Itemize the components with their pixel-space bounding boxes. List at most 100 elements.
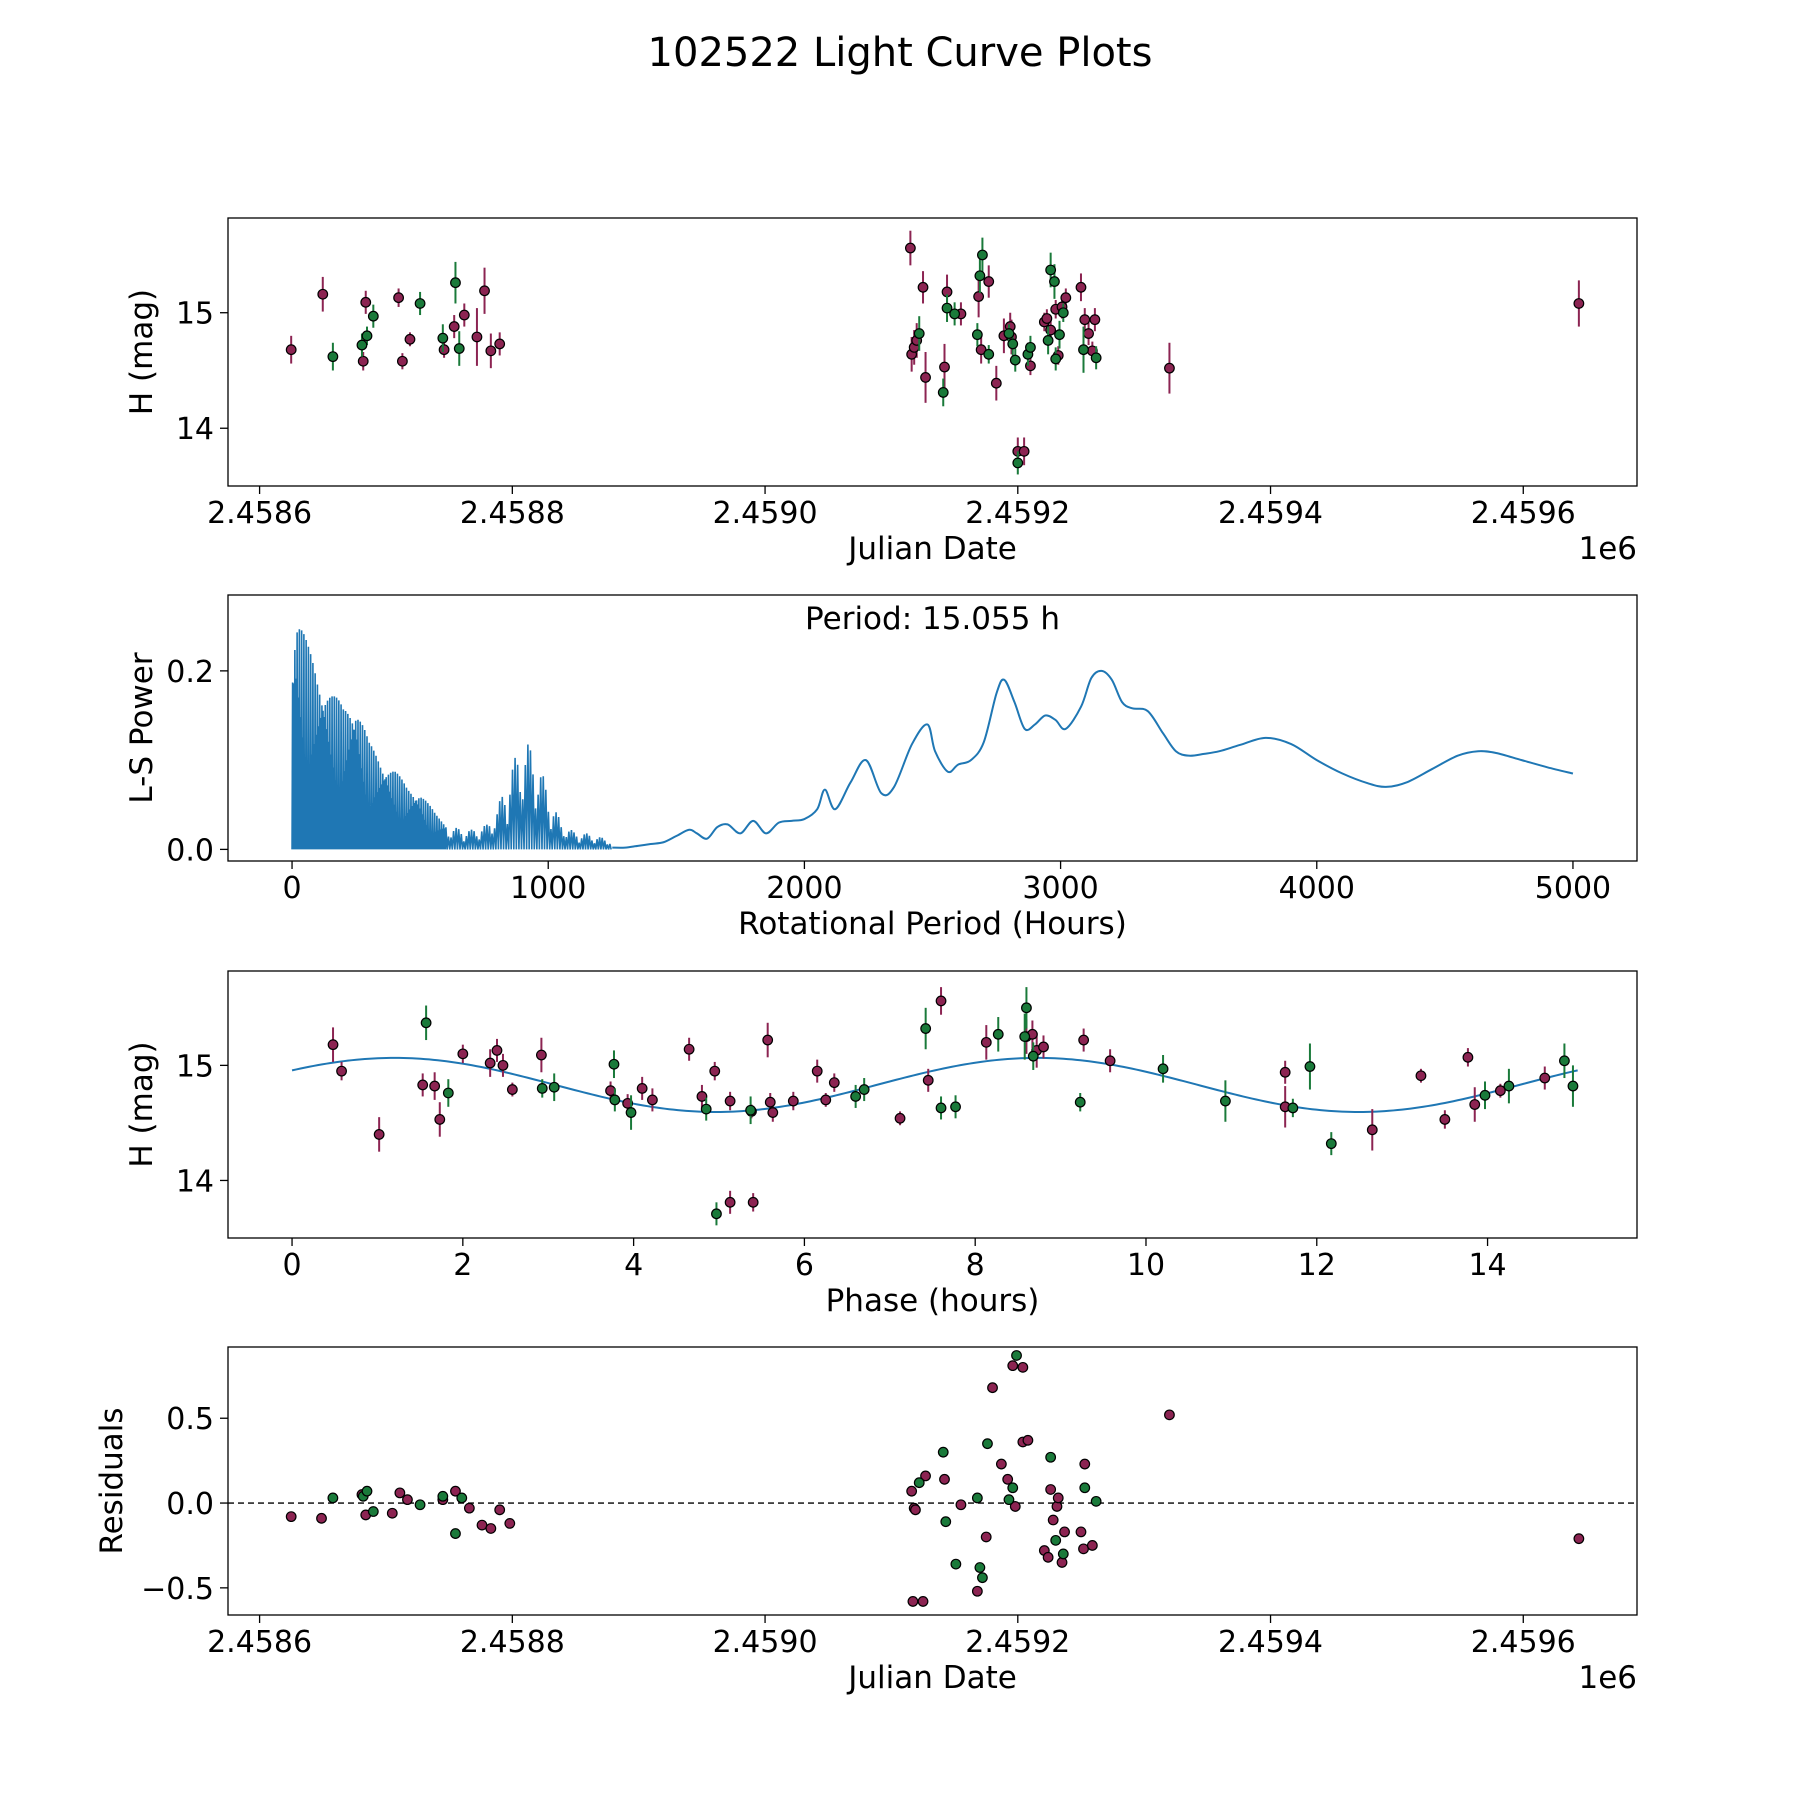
- data-point: [1049, 276, 1060, 287]
- x-tick-label: 2.4590: [713, 1625, 818, 1660]
- x-tick-label: 8: [966, 1248, 985, 1283]
- y-axis-label: H (mag): [124, 289, 160, 415]
- data-point: [404, 333, 416, 345]
- data-point: [1164, 362, 1175, 374]
- data-point: [1078, 1543, 1089, 1555]
- data-point: [504, 1518, 516, 1529]
- data-point: [506, 1084, 518, 1095]
- data-point: [935, 1102, 947, 1114]
- data-point: [1539, 1072, 1551, 1084]
- series-magenta: [285, 230, 1585, 466]
- y-axis-label: Residuals: [94, 1407, 130, 1554]
- data-point: [463, 1502, 475, 1514]
- y-tick-label: 0.0: [166, 1487, 214, 1522]
- x-tick-label: 2.4588: [460, 496, 565, 531]
- data-point: [977, 249, 988, 261]
- data-point: [485, 1523, 497, 1534]
- y-tick-label: 14: [176, 1164, 214, 1199]
- x-tick-label: 2.4590: [713, 496, 818, 531]
- data-point: [1164, 1409, 1175, 1421]
- data-point: [910, 1504, 921, 1516]
- data-point: [1479, 1089, 1491, 1101]
- data-point: [450, 277, 461, 289]
- data-point: [904, 242, 916, 254]
- data-point: [1469, 1099, 1481, 1110]
- data-point: [982, 1438, 993, 1450]
- data-point: [476, 1519, 488, 1531]
- data-point: [1011, 1350, 1022, 1361]
- data-point: [920, 372, 931, 383]
- data-point: [711, 1208, 722, 1220]
- data-point: [913, 328, 925, 339]
- data-point: [764, 1096, 776, 1108]
- data-point: [980, 1036, 992, 1048]
- data-point: [317, 288, 329, 300]
- data-point: [357, 355, 369, 367]
- data-point: [745, 1104, 757, 1116]
- figure-title: 102522 Light Curve Plots: [648, 30, 1153, 76]
- data-point: [1057, 1548, 1069, 1560]
- x-tick-label: 2.4594: [1218, 496, 1323, 531]
- data-point: [442, 1087, 454, 1099]
- data-point: [937, 387, 949, 398]
- data-point: [1078, 1034, 1090, 1046]
- plot-frame: [227, 594, 1638, 862]
- data-point: [700, 1103, 712, 1115]
- periodogram-smooth-line: [612, 669, 1574, 849]
- y-tick-label: 0.2: [166, 655, 214, 690]
- data-point: [917, 281, 929, 293]
- periodogram-panel: 0 1000 2000 3000 4000 5000 0.0 0.2 Rotational Pe…: [124, 594, 1638, 942]
- data-point: [1038, 1041, 1049, 1053]
- data-point: [450, 1485, 461, 1497]
- data-point: [709, 1065, 721, 1077]
- data-point: [609, 1094, 621, 1106]
- data-point: [1415, 1070, 1427, 1082]
- data-point: [940, 1516, 952, 1528]
- x-tick-label: 2.4592: [965, 1625, 1070, 1660]
- data-point: [1019, 1031, 1031, 1042]
- data-point: [811, 1065, 823, 1077]
- data-point: [1086, 1540, 1098, 1551]
- data-point: [437, 1490, 449, 1502]
- data-point: [939, 1473, 950, 1485]
- data-point: [1045, 1451, 1057, 1463]
- x-tick-label: 0: [282, 871, 301, 906]
- data-point: [1462, 1051, 1474, 1063]
- x-tick-label: 2.4588: [460, 1625, 565, 1660]
- data-point: [820, 1094, 832, 1106]
- data-point: [828, 1077, 840, 1089]
- data-point: [922, 1074, 934, 1086]
- data-point: [917, 1596, 929, 1607]
- data-point: [1287, 1102, 1299, 1114]
- data-point: [1042, 1551, 1054, 1563]
- y-tick-label: 15: [176, 297, 214, 332]
- data-point: [393, 292, 404, 304]
- data-point: [636, 1082, 648, 1094]
- data-point: [906, 1485, 918, 1497]
- data-point: [622, 1097, 634, 1109]
- data-point: [458, 309, 470, 321]
- data-point: [327, 1039, 339, 1051]
- data-point: [548, 1081, 560, 1093]
- residuals-panel: 2.4586 2.4588 2.4590 2.4592 2.4594 2.4596 −0.5…: [94, 1346, 1638, 1696]
- data-point: [479, 285, 490, 297]
- data-point: [1366, 1124, 1378, 1136]
- data-point: [386, 1507, 398, 1519]
- x-axis-label: Julian Date: [846, 531, 1017, 567]
- data-point: [417, 1079, 429, 1091]
- x-tick-label: 0: [282, 1248, 301, 1283]
- data-point: [1573, 1533, 1585, 1545]
- data-point: [494, 338, 506, 350]
- data-point: [1079, 314, 1091, 326]
- data-point: [1018, 445, 1030, 457]
- series-green: [327, 1350, 1102, 1584]
- data-point: [402, 1494, 413, 1506]
- x-tick-label: 3000: [1022, 871, 1098, 906]
- data-point: [336, 1065, 347, 1077]
- data-point: [724, 1095, 736, 1107]
- data-point: [420, 1017, 432, 1029]
- data-point: [453, 343, 465, 354]
- data-point: [977, 1572, 988, 1584]
- x-tick-label: 6: [795, 1248, 814, 1283]
